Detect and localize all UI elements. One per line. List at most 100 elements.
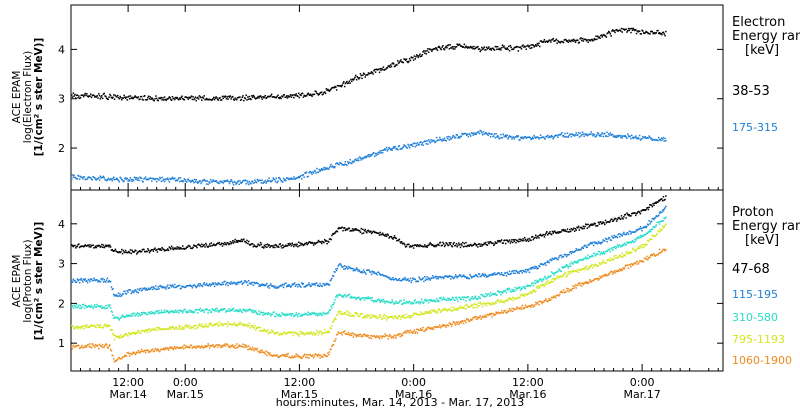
data-point xyxy=(521,272,523,274)
data-point xyxy=(339,263,342,265)
data-point xyxy=(175,97,178,99)
data-point xyxy=(261,349,263,352)
data-point xyxy=(359,271,362,273)
data-point xyxy=(654,32,656,35)
data-point xyxy=(162,327,164,330)
data-point xyxy=(519,286,521,288)
data-point xyxy=(457,137,459,139)
data-point xyxy=(84,244,86,246)
data-point xyxy=(113,98,116,100)
data-point xyxy=(347,227,350,229)
data-point xyxy=(261,179,263,181)
data-point xyxy=(412,278,415,280)
data-point xyxy=(361,312,363,315)
data-point xyxy=(360,227,362,230)
data-point xyxy=(346,164,348,166)
data-point xyxy=(596,225,598,227)
data-point xyxy=(294,285,297,287)
data-point xyxy=(319,241,321,243)
data-point xyxy=(112,314,114,316)
data-point xyxy=(378,152,381,154)
data-point xyxy=(285,314,287,317)
data-point xyxy=(88,279,90,281)
data-point xyxy=(589,256,592,258)
data-point xyxy=(462,133,465,135)
data-point xyxy=(423,280,425,283)
data-point xyxy=(245,344,247,347)
data-point xyxy=(633,249,635,252)
data-point xyxy=(606,259,608,262)
data-point xyxy=(438,139,440,141)
data-point xyxy=(140,95,143,98)
data-point xyxy=(501,301,504,303)
data-point xyxy=(220,181,222,183)
data-point xyxy=(169,346,171,348)
data-point xyxy=(101,326,103,329)
data-point xyxy=(644,136,646,138)
data-point xyxy=(340,85,343,88)
data-point xyxy=(527,238,529,240)
data-point xyxy=(295,353,297,355)
data-point xyxy=(168,327,171,329)
data-point xyxy=(277,180,279,183)
data-point xyxy=(258,285,260,288)
data-point xyxy=(648,135,650,137)
data-point xyxy=(225,323,228,325)
data-point xyxy=(662,220,665,222)
data-point xyxy=(379,314,381,316)
data-point xyxy=(265,330,267,333)
data-point xyxy=(431,300,434,302)
data-point xyxy=(224,323,226,325)
data-point xyxy=(281,247,283,249)
data-point xyxy=(189,309,191,311)
data-point xyxy=(462,296,464,298)
data-point xyxy=(82,245,84,247)
data-point xyxy=(325,240,328,242)
data-point xyxy=(529,291,531,293)
data-point xyxy=(661,137,663,139)
data-point xyxy=(275,96,278,99)
data-point xyxy=(345,228,347,230)
data-point xyxy=(518,46,520,48)
data-point xyxy=(372,230,374,233)
data-point xyxy=(264,284,266,286)
data-point xyxy=(489,291,492,294)
data-point xyxy=(638,30,640,32)
data-point xyxy=(167,177,169,179)
data-point xyxy=(89,326,91,328)
data-point xyxy=(268,313,270,315)
data-point xyxy=(616,134,619,137)
data-point xyxy=(193,178,196,181)
data-point xyxy=(477,246,479,248)
data-point xyxy=(470,45,472,48)
data-point xyxy=(370,317,373,319)
data-point xyxy=(644,233,646,236)
data-point xyxy=(151,312,153,315)
data-point xyxy=(585,40,588,42)
data-point xyxy=(598,251,600,253)
data-point xyxy=(545,135,547,138)
data-point xyxy=(305,354,308,356)
data-point xyxy=(139,98,141,100)
data-point xyxy=(139,176,141,178)
data-point xyxy=(198,95,201,97)
data-point xyxy=(555,134,558,137)
data-point xyxy=(82,281,84,283)
data-point xyxy=(142,287,144,290)
data-point xyxy=(617,30,619,32)
data-point xyxy=(297,334,299,336)
data-point xyxy=(636,212,638,214)
data-point xyxy=(480,243,482,246)
data-point xyxy=(653,139,655,141)
data-point xyxy=(553,40,555,42)
data-point xyxy=(237,239,240,242)
data-point xyxy=(665,140,667,142)
data-point xyxy=(579,259,581,261)
data-point xyxy=(351,162,353,165)
data-point xyxy=(443,139,445,141)
data-point xyxy=(256,347,259,350)
data-point xyxy=(374,231,377,233)
data-point xyxy=(531,136,534,139)
data-point xyxy=(579,248,581,251)
data-point xyxy=(626,212,628,214)
